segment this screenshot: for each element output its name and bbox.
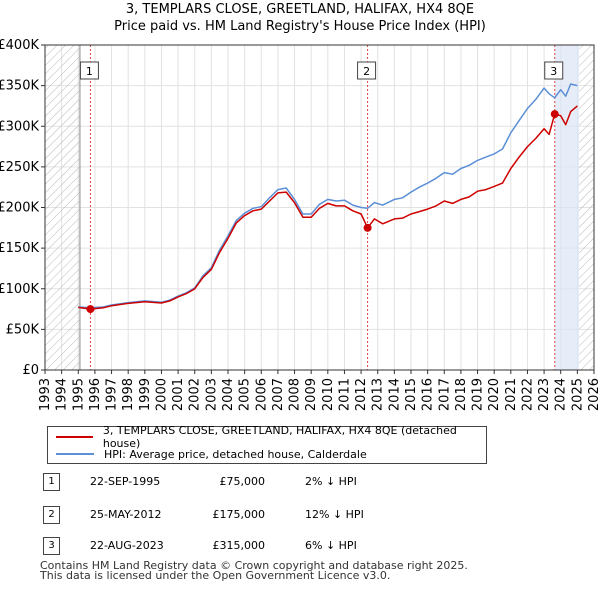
transaction-price: £315,000 <box>212 539 266 552</box>
table-row: 3 22-AUG-2023 £315,000 6% ↓ HPI <box>43 537 443 555</box>
transaction-label: 3 <box>550 65 557 78</box>
x-tick-label: 2005 <box>238 378 253 411</box>
transaction-hpi: 6% ↓ HPI <box>305 539 357 552</box>
x-tick-label: 2025 <box>570 378 585 411</box>
property-series-line <box>78 105 578 310</box>
legend-label-property: 3, TEMPLARS CLOSE, GREETLAND, HALIFAX, H… <box>102 424 457 450</box>
footer: Contains HM Land Registry data © Crown c… <box>40 559 468 582</box>
legend: 3, TEMPLARS CLOSE, GREETLAND, HALIFAX, H… <box>47 424 487 464</box>
y-tick-label: £0 <box>22 363 39 378</box>
x-tick-label: 1996 <box>88 378 103 411</box>
transaction-label: 2 <box>363 65 370 78</box>
x-tick-label: 2016 <box>421 378 436 411</box>
x-tick-label: 2006 <box>254 378 269 411</box>
x-tick-label: 2004 <box>221 378 236 411</box>
x-tick-label: 2013 <box>371 378 386 411</box>
price-chart: 1 2 3 £0 £50K £100K £150K £200K £250K £300K £350K… <box>0 38 600 411</box>
x-tick-label: 2021 <box>504 378 519 411</box>
transaction-label-box <box>357 61 377 80</box>
y-tick-label: £400K <box>0 38 39 53</box>
transaction-price: £75,000 <box>219 475 266 488</box>
y-tick-label: £50K <box>6 322 40 337</box>
x-tick-label: 1993 <box>38 378 53 411</box>
x-tick-label: 2014 <box>387 378 402 411</box>
x-tick-label: 2002 <box>188 378 203 411</box>
x-tick-label: 2011 <box>337 378 352 411</box>
x-tick-label: 2003 <box>204 378 219 411</box>
x-tick-label: 2001 <box>171 378 186 411</box>
hatched-region <box>579 45 594 370</box>
x-tick-label: 2012 <box>354 378 369 411</box>
hpi-series-line <box>78 83 578 309</box>
transaction-label-box <box>79 61 99 80</box>
x-tick-label: 1997 <box>105 378 120 411</box>
x-tick-label: 2019 <box>471 378 486 411</box>
shaded-region <box>554 45 580 370</box>
transaction-badge: 1 <box>43 473 60 491</box>
y-tick-label: £350K <box>0 79 39 94</box>
x-tick-label: 2007 <box>271 378 286 411</box>
x-tick-label: 2024 <box>554 378 569 411</box>
transaction-point <box>363 223 372 232</box>
transaction-point <box>86 305 95 314</box>
y-tick-label: £200K <box>0 201 39 216</box>
y-tick-label: £150K <box>0 241 39 256</box>
transaction-hpi: 2% ↓ HPI <box>305 475 357 488</box>
x-tick-label: 1998 <box>121 378 136 411</box>
transaction-badge: 2 <box>43 506 60 524</box>
footer-line-1: Contains HM Land Registry data © Crown c… <box>40 559 468 572</box>
y-tick-label: £100K <box>0 282 39 297</box>
transaction-label: 1 <box>86 65 93 78</box>
legend-item-hpi: HPI: Average price, detached house, Cald… <box>56 446 367 462</box>
x-tick-label: 2017 <box>437 378 452 411</box>
x-tick-label: 1994 <box>55 378 70 411</box>
x-tick-label: 2023 <box>537 378 552 411</box>
x-tick-label: 2022 <box>520 378 535 411</box>
transaction-label-box <box>544 61 564 80</box>
legend-item-property: 3, TEMPLARS CLOSE, GREETLAND, HALIFAX, H… <box>56 424 486 450</box>
legend-swatch-red <box>56 436 93 438</box>
chart-title: 3, TEMPLARS CLOSE, GREETLAND, HALIFAX, H… <box>125 2 475 17</box>
x-tick-label: 2020 <box>487 378 502 411</box>
x-tick-label: 2008 <box>288 378 303 411</box>
x-tick-label: 2000 <box>154 378 169 411</box>
transaction-price: £175,000 <box>212 508 266 521</box>
hatched-region <box>45 45 80 370</box>
footer-line-2: This data is licensed under the Open Gov… <box>40 569 391 582</box>
table-row: 1 22-SEP-1995 £75,000 2% ↓ HPI <box>43 473 443 491</box>
transaction-date: 22-SEP-1995 <box>90 475 161 488</box>
chart-subtitle: Price paid vs. HM Land Registry's House … <box>114 19 486 34</box>
transaction-hpi: 12% ↓ HPI <box>305 508 364 521</box>
transaction-badge: 3 <box>43 537 60 555</box>
y-tick-label: £250K <box>0 160 39 175</box>
x-tick-label: 2026 <box>587 378 600 411</box>
x-tick-label: 2010 <box>321 378 336 411</box>
x-tick-label: 2015 <box>404 378 419 411</box>
legend-label-hpi: HPI: Average price, detached house, Cald… <box>104 447 367 461</box>
x-tick-label: 1999 <box>138 378 153 411</box>
x-tick-label: 2009 <box>304 378 319 411</box>
y-tick-label: £300K <box>0 119 39 134</box>
transaction-date: 22-AUG-2023 <box>90 539 164 552</box>
transaction-date: 25-MAY-2012 <box>90 508 162 521</box>
transaction-point <box>550 110 559 119</box>
legend-swatch-blue <box>56 453 94 455</box>
x-tick-label: 1995 <box>71 378 86 411</box>
table-row: 2 25-MAY-2012 £175,000 12% ↓ HPI <box>43 506 443 524</box>
x-tick-label: 2018 <box>454 378 469 411</box>
